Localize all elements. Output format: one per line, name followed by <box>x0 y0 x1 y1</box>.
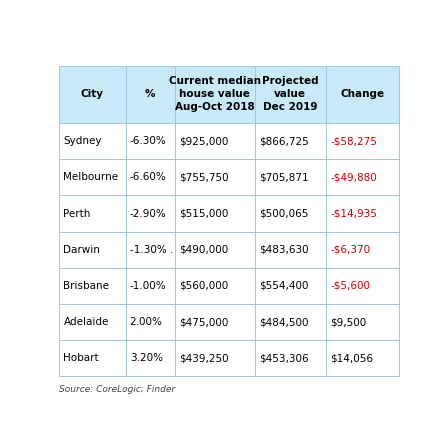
Text: City: City <box>81 89 104 99</box>
Bar <box>326 195 399 231</box>
Text: -$14,935: -$14,935 <box>330 208 377 219</box>
Text: Hobart: Hobart <box>63 353 99 363</box>
Text: $484,500: $484,500 <box>259 317 308 327</box>
Bar <box>59 340 126 376</box>
Text: Darwin: Darwin <box>63 245 101 255</box>
Text: -6.30%: -6.30% <box>130 136 166 146</box>
Text: $500,065: $500,065 <box>259 208 308 219</box>
Text: $483,630: $483,630 <box>259 245 308 255</box>
Bar <box>254 159 326 195</box>
Text: -1.00%: -1.00% <box>130 281 166 291</box>
Bar <box>326 159 399 195</box>
Bar <box>126 304 175 340</box>
Text: Adelaide: Adelaide <box>63 317 109 327</box>
Bar <box>175 159 254 195</box>
Text: -2.90%: -2.90% <box>130 208 166 219</box>
Text: -$58,275: -$58,275 <box>330 136 377 146</box>
Text: Current median
house value
Aug-Oct 2018: Current median house value Aug-Oct 2018 <box>169 76 261 112</box>
Bar <box>126 123 175 159</box>
Bar <box>254 231 326 268</box>
Text: $866,725: $866,725 <box>259 136 308 146</box>
Bar <box>175 195 254 231</box>
Text: -$6,370: -$6,370 <box>330 245 370 255</box>
Text: 2.00%: 2.00% <box>130 317 163 327</box>
Text: $560,000: $560,000 <box>179 281 228 291</box>
Text: Sydney: Sydney <box>63 136 102 146</box>
Bar <box>326 268 399 304</box>
Text: $475,000: $475,000 <box>179 317 228 327</box>
Text: Brisbane: Brisbane <box>63 281 110 291</box>
Bar <box>326 340 399 376</box>
Text: 3.20%: 3.20% <box>130 353 163 363</box>
Bar <box>326 123 399 159</box>
Text: $705,871: $705,871 <box>259 172 308 182</box>
Bar <box>326 231 399 268</box>
Text: %: % <box>145 89 156 99</box>
Bar <box>254 195 326 231</box>
Bar <box>254 340 326 376</box>
Text: $554,400: $554,400 <box>259 281 308 291</box>
Bar <box>59 123 126 159</box>
Text: -$5,600: -$5,600 <box>330 281 370 291</box>
Bar <box>126 195 175 231</box>
Bar <box>126 159 175 195</box>
Bar <box>175 123 254 159</box>
Bar <box>326 66 399 123</box>
Bar <box>175 66 254 123</box>
Text: $755,750: $755,750 <box>179 172 228 182</box>
Bar <box>326 304 399 340</box>
Bar <box>254 66 326 123</box>
Bar <box>59 66 126 123</box>
Text: $439,250: $439,250 <box>179 353 228 363</box>
Bar <box>126 66 175 123</box>
Text: -6.60%: -6.60% <box>130 172 166 182</box>
Text: -$49,880: -$49,880 <box>330 172 377 182</box>
Bar <box>175 304 254 340</box>
Bar <box>59 231 126 268</box>
Bar <box>126 340 175 376</box>
Text: $925,000: $925,000 <box>179 136 228 146</box>
Text: -1.30% .: -1.30% . <box>130 245 173 255</box>
Text: $515,000: $515,000 <box>179 208 228 219</box>
Bar <box>254 268 326 304</box>
Bar <box>254 304 326 340</box>
Text: Source: CoreLogic; Finder: Source: CoreLogic; Finder <box>59 385 176 394</box>
Text: $14,056: $14,056 <box>330 353 373 363</box>
Text: Melbourne: Melbourne <box>63 172 118 182</box>
Bar <box>126 268 175 304</box>
Bar <box>59 268 126 304</box>
Bar <box>59 304 126 340</box>
Bar <box>59 159 126 195</box>
Bar <box>175 231 254 268</box>
Bar <box>59 195 126 231</box>
Text: Change: Change <box>340 89 384 99</box>
Text: $453,306: $453,306 <box>259 353 308 363</box>
Bar <box>254 123 326 159</box>
Text: $9,500: $9,500 <box>330 317 366 327</box>
Text: Projected
value
Dec 2019: Projected value Dec 2019 <box>262 76 319 112</box>
Text: $490,000: $490,000 <box>179 245 228 255</box>
Bar <box>126 231 175 268</box>
Bar <box>175 268 254 304</box>
Text: Perth: Perth <box>63 208 91 219</box>
Bar <box>175 340 254 376</box>
